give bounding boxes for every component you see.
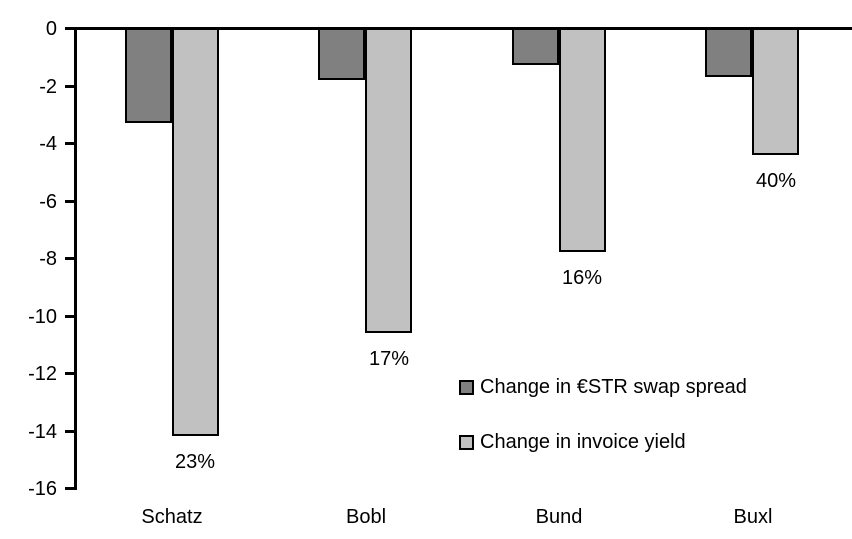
y-axis-tick — [65, 85, 74, 88]
legend-item-invoice-yield: Change in invoice yield — [459, 430, 747, 454]
y-axis-tick — [65, 487, 74, 490]
bar-invoice-yield-bobl — [365, 28, 412, 333]
y-axis-tick-label: -8 — [39, 248, 57, 270]
x-axis-category-label: Bund — [535, 506, 583, 528]
x-axis-category-label: Bobl — [345, 506, 387, 528]
y-axis-tick — [65, 200, 74, 203]
y-axis-tick-label: -10 — [28, 306, 57, 328]
x-axis-category-label: Buxl — [733, 506, 773, 528]
bar-swap-spread-bund — [512, 28, 559, 65]
bar-swap-spread-buxl — [705, 28, 752, 77]
legend-marker-invoice-yield-icon — [459, 434, 474, 450]
bar-invoice-yield-schatz — [172, 28, 219, 436]
y-axis-tick-label: -16 — [28, 478, 57, 500]
legend-item-swap-spread: Change in €STR swap spread — [459, 375, 747, 399]
y-axis-tick-label: -6 — [39, 191, 57, 213]
bar-value-label: 23% — [174, 451, 216, 473]
bar-invoice-yield-bund — [559, 28, 606, 252]
y-axis-tick-label: -14 — [28, 421, 57, 443]
x-axis-category-label: Schatz — [141, 506, 203, 528]
bar-swap-spread-bobl — [318, 28, 365, 80]
chart-legend: Change in €STR swap spread Change in inv… — [459, 375, 747, 454]
legend-marker-swap-spread-icon — [459, 379, 474, 395]
y-axis-tick-label: -2 — [39, 76, 57, 98]
legend-label-swap-spread: Change in €STR swap spread — [480, 376, 747, 398]
y-axis-tick-label: -12 — [28, 363, 57, 385]
bar-value-label: 17% — [368, 348, 410, 370]
y-axis-tick-label: 0 — [45, 18, 57, 40]
y-axis-tick — [65, 430, 74, 433]
y-axis-tick — [65, 315, 74, 318]
bar-swap-spread-schatz — [125, 28, 172, 123]
y-axis-line — [74, 27, 77, 490]
bar-value-label: 40% — [755, 170, 797, 192]
y-axis-tick — [65, 142, 74, 145]
y-axis-tick — [65, 27, 74, 30]
x-axis-zero-line — [74, 27, 852, 30]
bar-value-label: 16% — [561, 267, 603, 289]
bar-invoice-yield-buxl — [752, 28, 799, 155]
y-axis-tick — [65, 257, 74, 260]
y-axis-tick — [65, 372, 74, 375]
legend-label-invoice-yield: Change in invoice yield — [480, 431, 686, 453]
y-axis-tick-label: -4 — [39, 133, 57, 155]
